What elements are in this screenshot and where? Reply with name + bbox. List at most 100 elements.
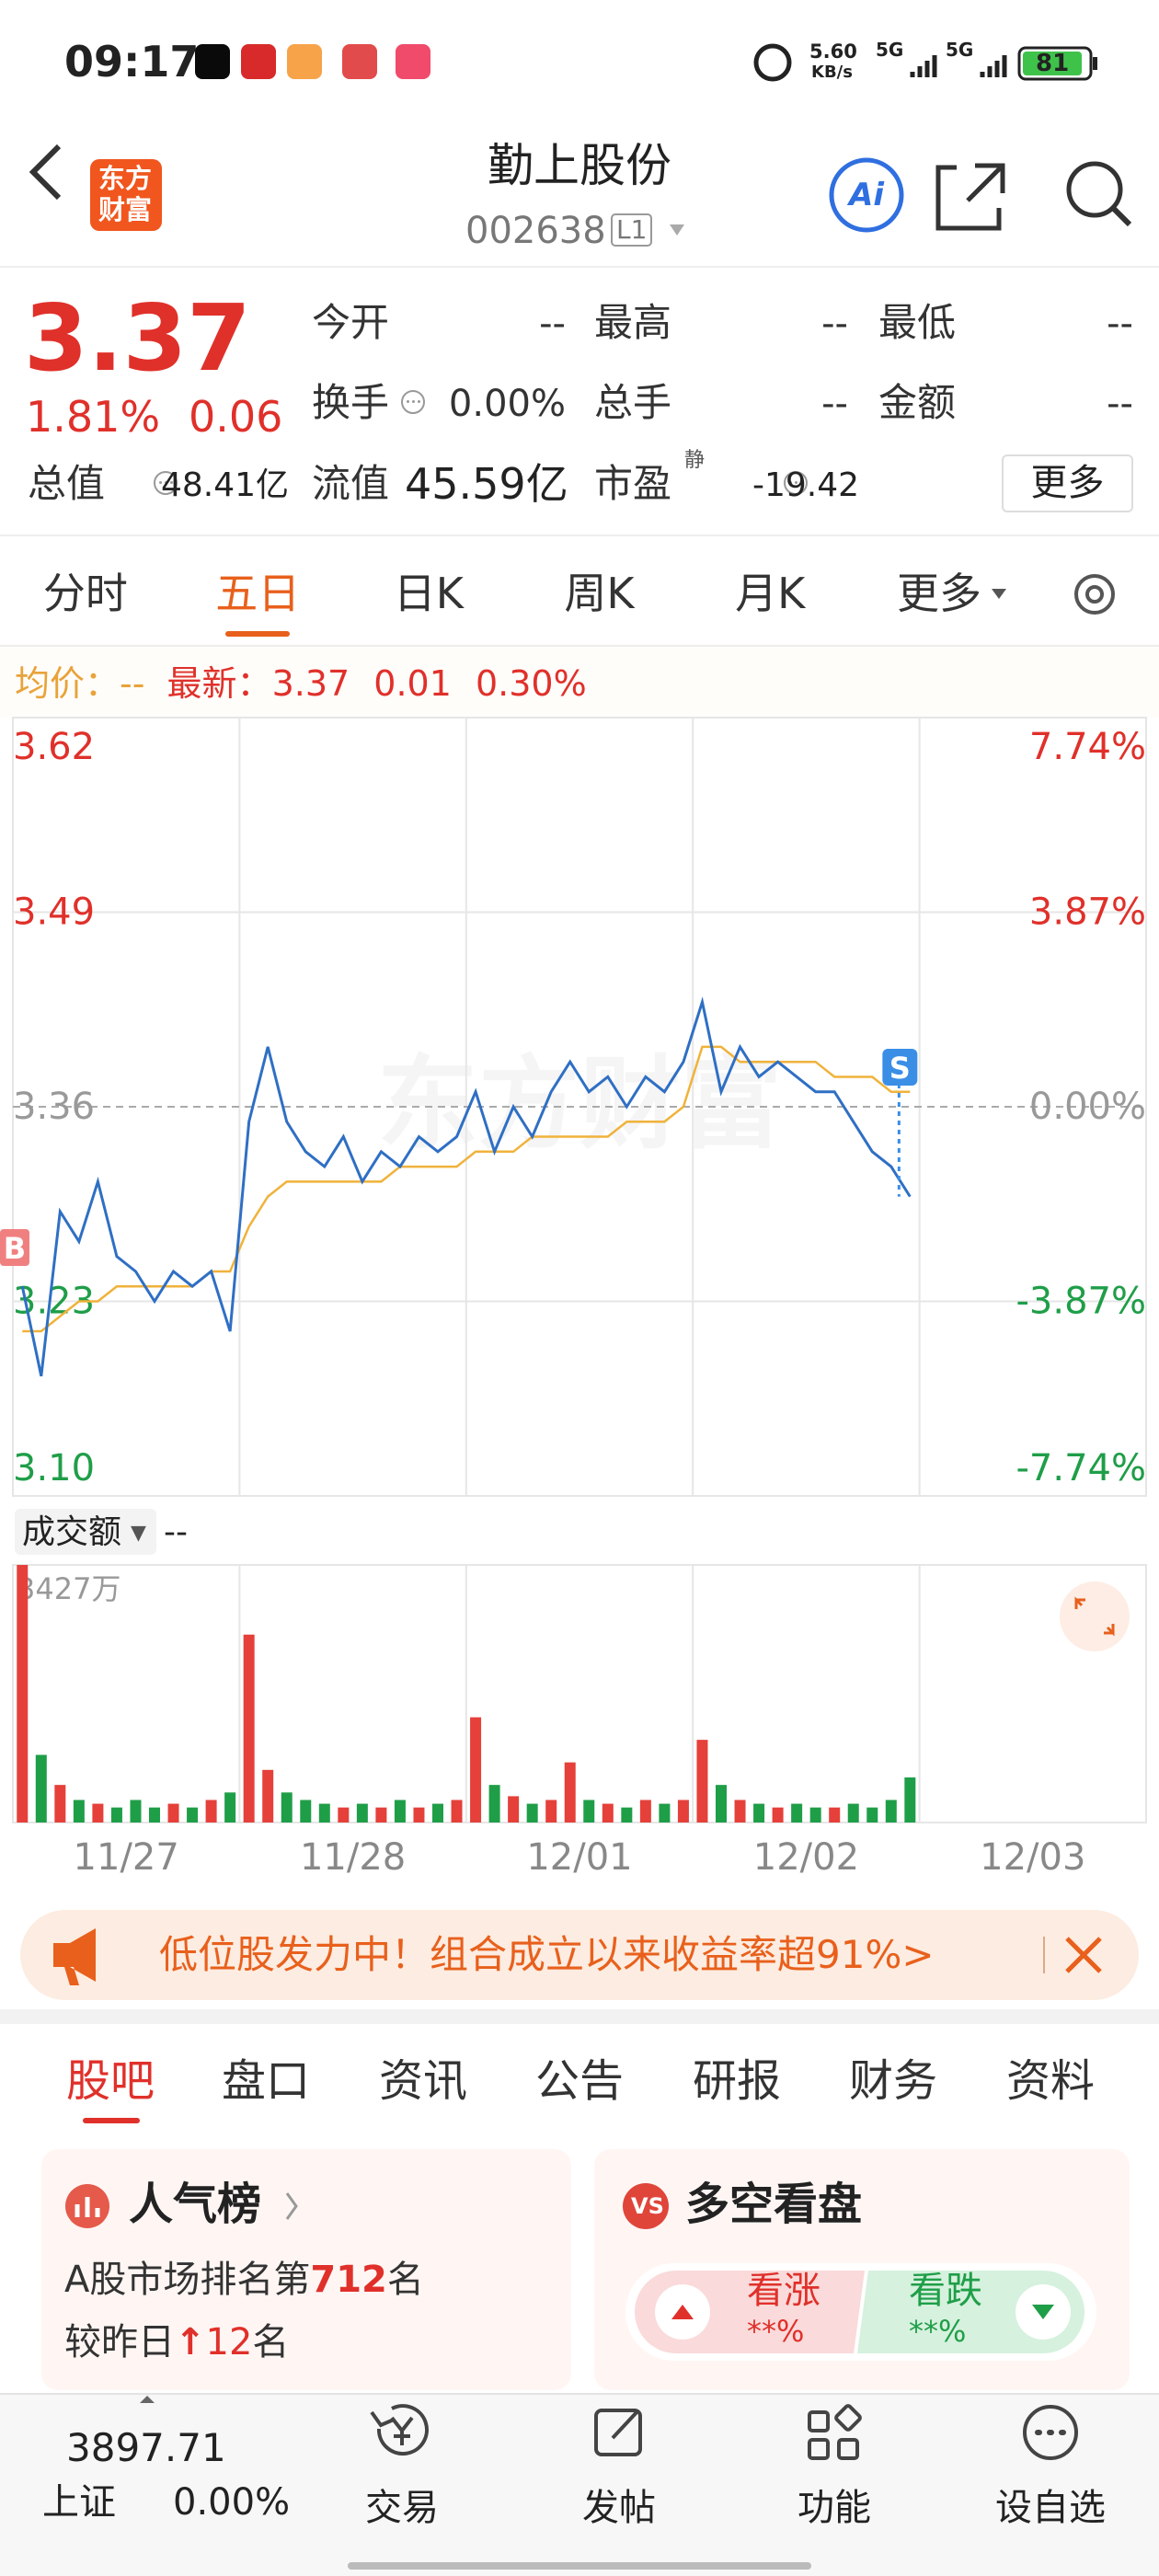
volume-bar xyxy=(470,1717,482,1823)
content-tab[interactable]: 盘口 xyxy=(221,2055,311,2107)
status-time: 09:17 xyxy=(64,37,200,86)
nav-item[interactable]: 功能 xyxy=(798,2487,871,2529)
content-tab[interactable]: 股吧 xyxy=(65,2055,155,2107)
volume-bar xyxy=(847,1803,859,1823)
volume-bar xyxy=(187,1807,199,1823)
period-tab[interactable]: 分时 xyxy=(42,569,128,618)
volume-bar xyxy=(281,1792,293,1823)
trade-icon[interactable] xyxy=(370,2404,429,2456)
expand-button[interactable] xyxy=(1060,1581,1130,1651)
field-value: -19.42 xyxy=(752,466,860,504)
field-label: 今开 xyxy=(312,300,390,345)
app-icon xyxy=(287,44,322,79)
series-line xyxy=(20,996,912,1377)
volume-title[interactable]: 成交额 xyxy=(22,1513,122,1551)
field-label: 金额 xyxy=(878,380,957,425)
volume-bar xyxy=(451,1800,463,1823)
expand-icon xyxy=(1074,1596,1115,1637)
volume-bar xyxy=(300,1800,312,1823)
field-value: -- xyxy=(539,303,566,345)
up-arrow xyxy=(671,2305,694,2319)
card-bg[interactable] xyxy=(41,2149,571,2390)
alarm-icon xyxy=(753,43,792,82)
stock-code: 002638 xyxy=(465,210,606,252)
card-title[interactable]: 人气榜 xyxy=(129,2179,262,2230)
content-tab[interactable]: 公告 xyxy=(534,2055,625,2107)
index-change: 0.00% xyxy=(173,2481,291,2524)
signal-icon xyxy=(910,55,1007,77)
volume-bar xyxy=(526,1803,538,1823)
y-tick-label: 3427万 xyxy=(17,1571,120,1606)
volume-bar xyxy=(394,1800,406,1823)
buy-marker-label: B xyxy=(4,1231,26,1266)
banner-text[interactable]: 低位股发力中！组合成立以来收益率超91%> xyxy=(159,1932,935,1977)
period-tab[interactable]: 月K xyxy=(735,569,806,618)
content-tab[interactable]: 资讯 xyxy=(378,2055,468,2107)
nav-item[interactable]: 设自选 xyxy=(995,2487,1106,2529)
down-arrow xyxy=(1032,2305,1054,2319)
dropdown-icon xyxy=(992,589,1006,599)
tab-underline xyxy=(83,2118,140,2123)
megaphone-icon xyxy=(53,1928,96,1985)
watch-icon[interactable] xyxy=(1023,2405,1078,2460)
tab-underline xyxy=(225,631,290,637)
legend-value: -- xyxy=(120,663,145,704)
post-icon[interactable] xyxy=(611,2409,640,2440)
volume-bar xyxy=(772,1807,784,1823)
period-tab[interactable]: 更多 xyxy=(897,569,982,618)
settings-button[interactable] xyxy=(1074,574,1115,615)
signal-label: 5G xyxy=(876,39,904,61)
info-icon[interactable] xyxy=(401,390,425,414)
change-pct: 1.81% xyxy=(26,392,161,442)
info-icon[interactable] xyxy=(784,471,809,495)
close-icon[interactable] xyxy=(1065,1937,1102,1973)
post-icon[interactable] xyxy=(594,2409,642,2456)
buy-marker xyxy=(0,1229,29,1266)
nav-item[interactable]: 交易 xyxy=(365,2487,439,2529)
battery-level xyxy=(1023,52,1082,75)
field-label: 最高 xyxy=(594,300,672,345)
info-icon[interactable] xyxy=(154,471,178,495)
period-tab[interactable]: 五日 xyxy=(215,569,301,618)
func-icon[interactable] xyxy=(837,2438,859,2460)
y2-tick-label: -3.87% xyxy=(1016,1281,1146,1323)
level-badge[interactable]: L1 xyxy=(611,213,653,247)
content-tab[interactable]: 研报 xyxy=(692,2055,782,2107)
volume-bar xyxy=(224,1792,236,1823)
banner-bg[interactable] xyxy=(20,1910,1139,2000)
x-tick-label: 12/02 xyxy=(753,1836,859,1879)
volume-bar xyxy=(639,1800,651,1823)
back-button[interactable] xyxy=(29,144,62,201)
volume-bar xyxy=(734,1800,746,1823)
nav-item[interactable]: 发帖 xyxy=(582,2487,656,2529)
period-tab[interactable]: 周K xyxy=(564,569,635,618)
content-tab[interactable]: 资料 xyxy=(1005,2055,1096,2107)
func-icon[interactable] xyxy=(808,2410,830,2432)
volume-bar xyxy=(356,1803,368,1823)
func-icon[interactable] xyxy=(834,2404,862,2432)
more-button[interactable]: 更多 xyxy=(1002,454,1133,512)
dropdown-icon[interactable] xyxy=(670,224,684,236)
rank-prefix: A股市场排名第 xyxy=(64,2259,311,2301)
y-tick-label: 3.49 xyxy=(13,891,95,934)
content-tab[interactable]: 财务 xyxy=(848,2055,938,2107)
ai-button[interactable] xyxy=(829,157,904,233)
card-title[interactable]: 多空看盘 xyxy=(685,2179,863,2230)
vote-up-label: 看涨 xyxy=(747,2270,820,2312)
stock-name: 勤上股份 xyxy=(488,139,671,192)
index-name: 上证 xyxy=(42,2481,116,2524)
volume-selector[interactable] xyxy=(15,1509,156,1555)
index-value[interactable]: 3897.71 xyxy=(66,2425,226,2470)
search-button[interactable] xyxy=(1066,161,1123,218)
volume-bar xyxy=(130,1800,142,1823)
trade-icon[interactable] xyxy=(390,2416,414,2445)
func-icon[interactable] xyxy=(808,2438,830,2460)
volume-bar xyxy=(318,1803,330,1823)
volume-bar xyxy=(791,1803,803,1823)
volume-bar xyxy=(375,1807,387,1823)
legend-bg xyxy=(0,644,1159,718)
share-button[interactable] xyxy=(935,163,1005,231)
up-arrow: ↑ xyxy=(175,2321,206,2363)
period-tab[interactable]: 日K xyxy=(393,569,464,618)
logo[interactable] xyxy=(90,159,162,231)
